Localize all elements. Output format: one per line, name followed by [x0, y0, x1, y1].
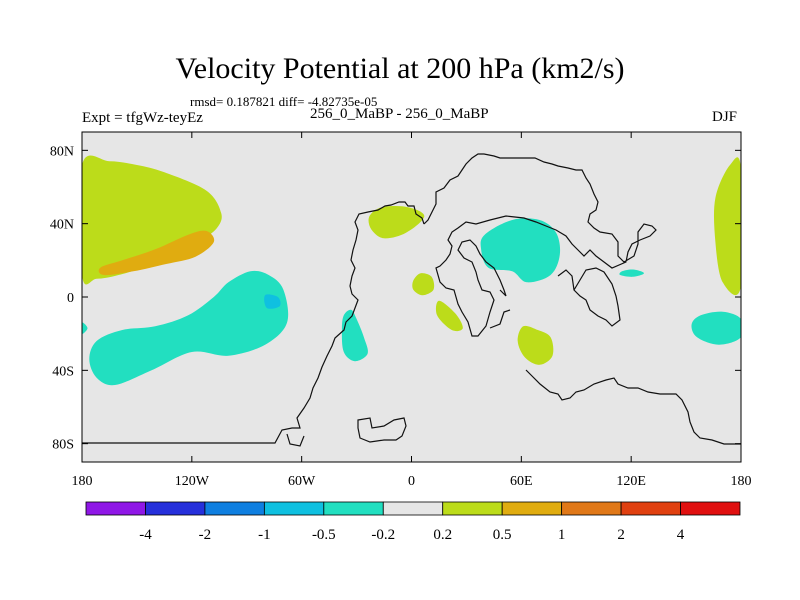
colorbar-label: -0.2	[371, 527, 395, 543]
colorbar-swatch	[382, 501, 444, 516]
colorbar-swatch	[85, 501, 146, 516]
coast-antarctic-edge	[286, 433, 305, 447]
anomaly-region	[435, 300, 463, 332]
anomaly-region	[480, 218, 561, 283]
colorbar-swatch	[323, 501, 384, 516]
anomaly-region	[98, 230, 215, 276]
coast-asia-pacific	[557, 267, 621, 327]
y-tick-label: 80S	[52, 438, 74, 453]
colorbar: -4 -2 -1 -0.5 -0.2 0.2 0.5 1 2 4	[85, 501, 741, 543]
colorbar-label: -1	[258, 527, 271, 543]
anomaly-region	[89, 270, 289, 386]
colorbar-label: 2	[617, 527, 625, 543]
y-tick-label: 0	[67, 291, 74, 306]
experiment-label: Expt = tfgWz-teyEz	[82, 110, 203, 126]
colorbar-swatch	[501, 501, 563, 516]
anomaly-region	[82, 322, 88, 334]
x-tick-label: 180	[72, 474, 93, 489]
colorbar-swatch	[263, 501, 325, 516]
anomaly-region	[368, 206, 425, 239]
chart-subtitle: 256_0_MaBP - 256_0_MaBP	[310, 106, 489, 122]
anomaly-region	[517, 325, 554, 365]
x-tick-label: 120E	[616, 474, 646, 489]
colorbar-label: 0.5	[493, 527, 512, 543]
colorbar-swatch	[680, 501, 741, 516]
season-label: DJF	[712, 109, 738, 125]
x-tick-label: 0	[408, 474, 415, 489]
y-tick-label: 80N	[50, 144, 74, 159]
colorbar-swatch	[561, 501, 622, 516]
anomaly-region	[341, 309, 368, 362]
y-tick-label: 40N	[50, 218, 74, 233]
y-tick-label: 40S	[52, 364, 74, 379]
x-tick-label: 60W	[288, 474, 316, 489]
anomaly-region	[691, 311, 741, 345]
anomaly-region	[619, 269, 644, 277]
colorbar-label: -2	[199, 527, 212, 543]
y-axis: 80N 40N 0 40S 80S	[50, 144, 741, 453]
coast-maritime	[489, 309, 741, 445]
anomaly-region	[713, 157, 741, 296]
anomaly-region	[82, 155, 222, 285]
coast-africa-eurasia	[423, 153, 657, 337]
stats-line: rmsd= 0.187821 diff= -4.82735e-05	[190, 94, 378, 109]
x-axis: 180 120W 60W 0 60E 120E 180	[72, 132, 752, 489]
x-tick-label: 60E	[510, 474, 533, 489]
coast-antarctic-islands	[357, 417, 407, 443]
colorbar-label: -4	[139, 527, 152, 543]
continent-outlines	[82, 153, 741, 447]
anomaly-region	[412, 273, 435, 296]
anomaly-regions	[82, 155, 741, 386]
x-tick-label: 180	[731, 474, 752, 489]
chart-title: Velocity Potential at 200 hPa (km2/s)	[175, 52, 625, 85]
colorbar-label: -0.5	[312, 527, 336, 543]
colorbar-label: 4	[677, 527, 685, 543]
coast-americas	[82, 201, 425, 444]
colorbar-swatch	[145, 501, 206, 516]
colorbar-label: 1	[558, 527, 566, 543]
x-tick-label: 120W	[175, 474, 210, 489]
colorbar-swatch	[620, 501, 681, 516]
colorbar-swatch	[442, 501, 503, 516]
anomaly-region	[264, 294, 281, 309]
colorbar-swatch	[204, 501, 265, 516]
colorbar-label: 0.2	[433, 527, 452, 543]
